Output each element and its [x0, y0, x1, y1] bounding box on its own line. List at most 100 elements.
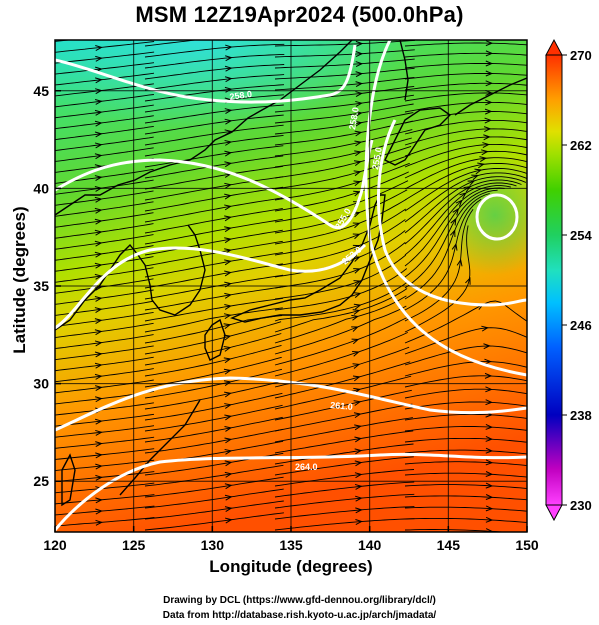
streamline-arrow	[94, 175, 103, 181]
streamline	[274, 456, 414, 476]
streamline-arrow	[224, 204, 232, 211]
streamline-arrow	[355, 519, 363, 525]
streamline-arrow	[94, 318, 103, 325]
streamline-arrow	[94, 99, 103, 105]
streamline	[55, 201, 154, 217]
streamline	[55, 256, 154, 272]
streamline-arrow	[463, 185, 472, 193]
streamline-arrow	[95, 452, 103, 459]
streamline-arrow	[94, 196, 103, 203]
streamline-arrow	[94, 131, 103, 138]
y-tick-label: 30	[33, 376, 49, 392]
streamline	[144, 344, 282, 377]
streamline	[55, 115, 154, 130]
streamline	[404, 388, 527, 399]
streamline	[144, 464, 284, 487]
streamline	[404, 426, 527, 432]
streamline-arrow	[224, 139, 233, 146]
streamline	[274, 288, 408, 333]
streamline	[274, 493, 415, 509]
streamline	[55, 402, 154, 416]
streamline	[144, 263, 283, 289]
streamline-arrow	[353, 190, 361, 197]
streamline-arrow	[224, 437, 233, 444]
streamline-arrow	[481, 325, 489, 332]
y-tick-label: 25	[33, 473, 49, 489]
streamline	[404, 128, 527, 146]
streamline	[274, 180, 409, 223]
streamline-arrow	[94, 351, 103, 358]
streamline	[144, 218, 283, 245]
streamline-arrow	[485, 70, 494, 77]
streamline-arrow	[94, 207, 103, 214]
streamline-arrow	[95, 418, 103, 425]
streamline-arrow	[485, 459, 494, 466]
streamline-arrow	[224, 270, 232, 277]
streamline	[274, 58, 415, 69]
streamline-arrow	[94, 273, 103, 280]
streamline-arrow	[351, 338, 360, 345]
y-tick-label: 40	[33, 180, 49, 196]
streamline-arrow	[95, 497, 103, 504]
streamline-arrow	[354, 472, 363, 479]
streamline-arrow	[224, 259, 232, 266]
streamline-arrow	[485, 423, 494, 430]
streamline-arrow	[485, 471, 494, 477]
streamline-arrow	[94, 109, 103, 116]
x-tick-label: 140	[358, 537, 382, 553]
streamline	[144, 229, 283, 256]
streamline	[55, 83, 154, 97]
streamline	[144, 64, 285, 80]
streamline-arrow	[467, 180, 476, 186]
streamline	[55, 311, 154, 327]
streamline	[144, 114, 284, 135]
streamline	[404, 327, 527, 355]
streamline	[144, 512, 284, 531]
streamline-arrow	[95, 45, 103, 51]
streamline	[55, 300, 154, 316]
streamline-arrow	[351, 326, 359, 332]
streamline	[274, 281, 408, 322]
coast-taiwan	[61, 453, 76, 507]
streamline-arrow	[94, 307, 103, 313]
streamline	[144, 428, 284, 454]
streamline-arrow	[353, 280, 362, 286]
colorbar-tick-label: 262	[570, 138, 592, 153]
streamline-arrow	[224, 76, 233, 83]
streamline	[274, 295, 407, 344]
streamline	[55, 212, 154, 228]
streamline	[404, 62, 527, 69]
streamline-arrow	[355, 100, 363, 107]
streamline-arrow	[353, 160, 362, 167]
streamline-arrow	[94, 218, 103, 225]
streamline	[144, 368, 283, 399]
streamline	[144, 104, 284, 124]
x-tick-label: 150	[515, 537, 539, 553]
streamline	[274, 403, 413, 432]
streamline-arrow	[485, 50, 494, 57]
coast-asia-mainland	[55, 40, 353, 216]
streamline	[274, 219, 406, 267]
streamline-arrow	[485, 60, 494, 67]
streamline	[55, 356, 154, 372]
streamline-arrow	[354, 130, 363, 137]
streamline	[55, 345, 154, 361]
streamline-arrow	[452, 207, 460, 216]
streamline	[144, 40, 201, 47]
streamline	[404, 437, 527, 443]
streamline	[274, 518, 415, 531]
streamline-arrow	[352, 363, 361, 369]
isotherm-258-north	[55, 44, 357, 104]
streamline-arrow	[224, 448, 233, 455]
streamline-arrow	[484, 117, 492, 124]
streamline	[274, 346, 410, 388]
streamline-arrow	[94, 362, 103, 369]
streamline-arrow	[459, 192, 467, 199]
graticule	[55, 40, 527, 532]
streamline-arrow	[483, 126, 492, 133]
isotherm-264	[55, 452, 527, 531]
streamline	[274, 154, 411, 190]
credit-dcl: Drawing by DCL (https://www.gfd-dennou.o…	[163, 595, 436, 606]
streamline	[274, 469, 415, 487]
streamline-arrow	[485, 494, 494, 500]
